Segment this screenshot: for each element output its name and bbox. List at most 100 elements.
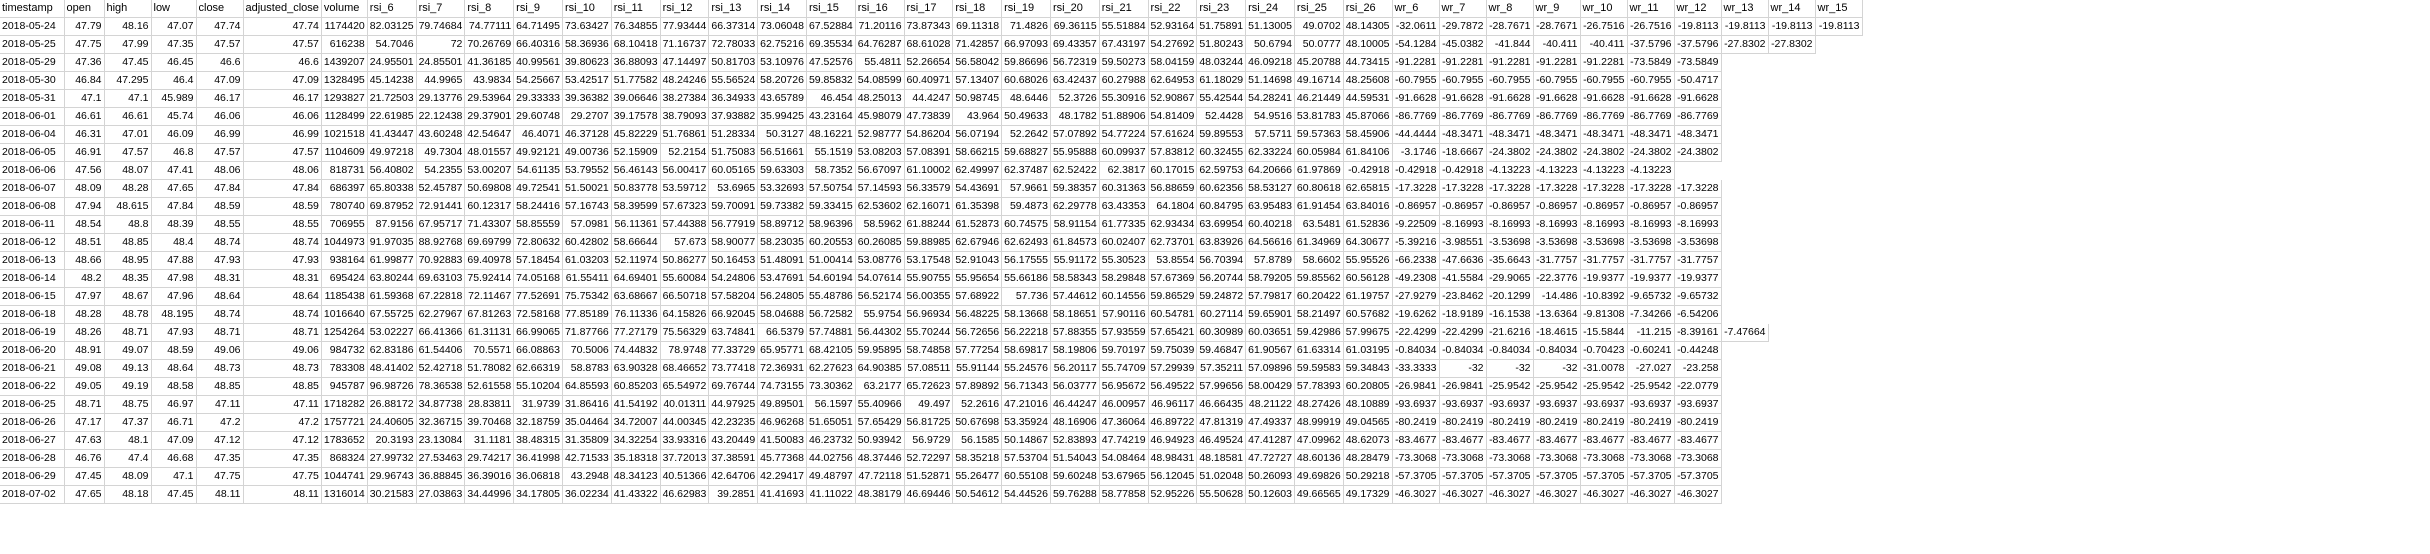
cell-wr_8[interactable]: -16.1538 [1486,305,1534,325]
cell-close[interactable]: 48.74 [196,233,244,253]
cell-rsi_12[interactable]: 56.00417 [660,161,710,181]
cell-rsi_17[interactable]: 54.86204 [904,125,954,145]
column-header-rsi_9[interactable]: rsi_9 [513,0,563,19]
cell-rsi_19[interactable]: 57.53704 [1001,449,1051,469]
cell-rsi_13[interactable]: 72.78033 [708,35,759,55]
cell-rsi_23[interactable]: 60.84795 [1196,197,1247,217]
cell-rsi_12[interactable]: 77.93444 [660,17,710,37]
cell-wr_12[interactable]: -0.86957 [1674,197,1722,217]
cell-close[interactable]: 48.74 [196,305,244,325]
cell-rsi_24[interactable]: 47.72727 [1245,449,1295,469]
cell-rsi_18[interactable]: 69.11318 [952,17,1003,37]
cell-rsi_7[interactable]: 61.54406 [416,341,466,361]
cell-wr_6[interactable]: -86.7769 [1392,107,1440,127]
cell-wr_11[interactable]: -31.7757 [1627,251,1675,271]
cell-wr_8[interactable]: -24.3802 [1486,143,1534,163]
cell-rsi_7[interactable]: 79.74684 [416,17,466,37]
column-header-rsi_12[interactable]: rsi_12 [660,0,710,19]
cell-rsi_11[interactable]: 63.90328 [611,359,661,379]
cell-rsi_20[interactable]: 48.16906 [1050,413,1100,433]
cell-rsi_17[interactable]: 62.16071 [904,197,954,217]
cell-wr_10[interactable]: -3.53698 [1580,233,1628,253]
cell-rsi_22[interactable]: 46.89722 [1148,413,1198,433]
cell-wr_7[interactable]: -0.42918 [1439,161,1487,181]
cell-rsi_15[interactable]: 58.96396 [806,215,856,235]
cell-adjusted_close[interactable]: 49.06 [243,341,322,361]
cell-rsi_18[interactable]: 58.35218 [952,449,1003,469]
cell-rsi_19[interactable]: 47.21016 [1001,395,1051,415]
cell-rsi_10[interactable]: 49.00736 [562,143,612,163]
cell-timestamp[interactable]: 2018-06-13 [0,251,65,271]
cell-rsi_13[interactable]: 66.92045 [708,305,759,325]
cell-rsi_17[interactable]: 57.08511 [904,359,954,379]
cell-rsi_6[interactable]: 24.95501 [367,53,417,73]
cell-timestamp[interactable]: 2018-06-12 [0,233,65,253]
cell-adjusted_close[interactable]: 47.74 [243,17,322,37]
cell-low[interactable]: 48.58 [151,377,197,397]
cell-volume[interactable]: 1783652 [321,431,368,451]
cell-timestamp[interactable]: 2018-05-24 [0,17,65,37]
cell-wr_10[interactable]: -9.81308 [1580,305,1628,325]
cell-wr_10[interactable]: -57.3705 [1580,467,1628,487]
cell-wr_11[interactable]: -46.3027 [1627,485,1675,505]
cell-rsi_14[interactable]: 59.63303 [757,161,807,181]
cell-wr_11[interactable]: -19.9377 [1627,269,1675,289]
cell-rsi_12[interactable]: 53.59712 [660,179,710,199]
cell-rsi_22[interactable]: 62.73701 [1148,233,1198,253]
cell-rsi_10[interactable]: 39.80623 [562,53,612,73]
cell-rsi_11[interactable]: 56.46143 [611,161,661,181]
cell-wr_8[interactable]: -29.9065 [1486,269,1534,289]
cell-wr_9[interactable]: -91.2281 [1533,53,1581,73]
column-header-open[interactable]: open [64,0,105,19]
cell-rsi_26[interactable]: 60.20805 [1343,377,1393,397]
cell-rsi_6[interactable]: 69.87952 [367,197,417,217]
cell-rsi_21[interactable]: 60.31363 [1099,179,1149,199]
cell-rsi_10[interactable]: 58.36936 [562,35,612,55]
cell-rsi_7[interactable]: 52.42718 [416,359,466,379]
cell-rsi_21[interactable]: 47.74219 [1099,431,1149,451]
cell-rsi_19[interactable]: 56.22218 [1001,323,1051,343]
cell-rsi_12[interactable]: 57.44388 [660,215,710,235]
column-header-rsi_23[interactable]: rsi_23 [1196,0,1247,19]
cell-close[interactable]: 47.2 [196,413,244,433]
cell-high[interactable]: 48.09 [104,467,152,487]
cell-wr_12[interactable]: -8.39161 [1674,323,1722,343]
cell-rsi_11[interactable]: 74.44832 [611,341,661,361]
cell-wr_12[interactable]: -83.4677 [1674,431,1722,451]
cell-rsi_15[interactable]: 55.1519 [806,143,856,163]
cell-low[interactable]: 47.09 [151,431,197,451]
cell-rsi_16[interactable]: 63.2177 [855,377,905,397]
cell-wr_12[interactable]: -0.44248 [1674,341,1722,361]
cell-rsi_13[interactable]: 37.38591 [708,449,759,469]
cell-rsi_20[interactable]: 46.44247 [1050,395,1100,415]
cell-wr_10[interactable]: -60.7955 [1580,71,1628,91]
cell-rsi_7[interactable]: 36.88845 [416,467,466,487]
cell-timestamp[interactable]: 2018-06-05 [0,143,65,163]
cell-rsi_20[interactable]: 69.36115 [1050,17,1100,37]
cell-rsi_25[interactable]: 60.80618 [1294,179,1344,199]
cell-wr_9[interactable]: -31.7757 [1533,251,1581,271]
cell-wr_8[interactable]: -8.16993 [1486,215,1534,235]
cell-low[interactable]: 48.39 [151,215,197,235]
cell-rsi_22[interactable]: 54.81409 [1148,107,1198,127]
cell-rsi_11[interactable]: 76.34855 [611,17,661,37]
cell-rsi_16[interactable]: 58.5962 [855,215,905,235]
cell-wr_11[interactable]: -11.215 [1627,323,1675,343]
cell-rsi_26[interactable]: 44.73415 [1343,53,1393,73]
cell-rsi_25[interactable]: 59.59583 [1294,359,1344,379]
cell-rsi_6[interactable]: 30.21583 [367,485,417,505]
column-header-wr_10[interactable]: wr_10 [1580,0,1628,19]
cell-rsi_23[interactable]: 60.27114 [1196,305,1247,325]
cell-rsi_19[interactable]: 71.4826 [1001,17,1051,37]
cell-high[interactable]: 47.01 [104,125,152,145]
cell-rsi_23[interactable]: 48.03244 [1196,53,1247,73]
cell-rsi_12[interactable]: 44.00345 [660,413,710,433]
cell-rsi_26[interactable]: -0.42918 [1343,161,1393,181]
cell-close[interactable]: 47.75 [196,467,244,487]
cell-wr_7[interactable]: -18.9189 [1439,305,1487,325]
cell-rsi_23[interactable]: 60.62356 [1196,179,1247,199]
cell-rsi_18[interactable]: 56.72656 [952,323,1003,343]
cell-high[interactable]: 48.75 [104,395,152,415]
cell-rsi_10[interactable]: 46.37128 [562,125,612,145]
cell-rsi_17[interactable]: 52.26654 [904,53,954,73]
